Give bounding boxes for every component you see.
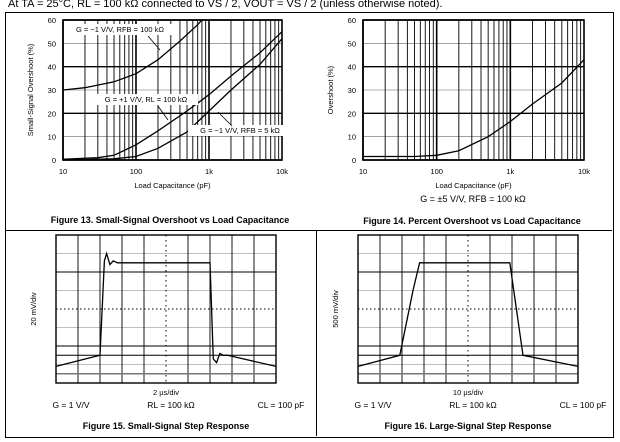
figure-15-title: Figure 15. Small-Signal Step Response — [83, 421, 250, 431]
y-tick-label: 10 — [348, 133, 356, 142]
x-tick-label: 1k — [205, 167, 213, 176]
condition-load-resistance: RL = 100 kΩ — [449, 400, 496, 410]
y-tick-label: 20 — [48, 109, 56, 118]
series-label-a: G = −1 V/V, RFB = 100 kΩ — [76, 25, 164, 34]
x-tick-label: 1k — [506, 167, 514, 176]
series-label-c: G = −1 V/V, RFB = 5 kΩ — [200, 126, 280, 135]
figure-16-title: Figure 16. Large-Signal Step Response — [384, 421, 551, 431]
series-line — [363, 59, 585, 158]
y-tick-label: 20 — [348, 109, 356, 118]
series-line — [62, 19, 203, 91]
y-tick-label: 0 — [52, 156, 56, 165]
trace-line — [55, 251, 277, 368]
y-tick-label: 0 — [352, 156, 356, 165]
condition-gain: G = 1 V/V — [52, 400, 89, 410]
figure-14-conditions: G = ±5 V/V, RFB = 100 kΩ — [420, 194, 526, 204]
figure-13-title: Figure 13. Small-Signal Overshoot vs Loa… — [51, 215, 290, 225]
condition-load-capacitance: CL = 100 pF — [258, 400, 305, 410]
chart-2 — [362, 19, 585, 161]
annotation-arrow — [217, 111, 233, 127]
chart-1 — [62, 19, 283, 161]
scope-15 — [55, 234, 277, 384]
y-tick-label: 50 — [48, 39, 56, 48]
x-tick-label: 10 — [59, 167, 67, 176]
divider-vertical — [316, 230, 317, 436]
annotation-arrow — [147, 35, 161, 51]
x-scale-label: 10 µs/div — [453, 388, 483, 397]
condition-load-capacitance: CL = 100 pF — [560, 400, 607, 410]
trace-line — [357, 262, 579, 368]
figure-frame — [5, 12, 614, 438]
condition-load-resistance: RL = 100 kΩ — [147, 400, 194, 410]
y-tick-label: 40 — [48, 63, 56, 72]
series-line — [62, 31, 283, 160]
page-header-conditions: At TA = 25°C, RL = 100 kΩ connected to V… — [8, 0, 443, 11]
label-bg — [188, 125, 292, 136]
y-tick-label: 60 — [348, 16, 356, 25]
y-tick-label: 50 — [348, 39, 356, 48]
condition-gain: G = 1 V/V — [354, 400, 391, 410]
scope-16 — [357, 234, 579, 384]
x-tick-label: 10 — [359, 167, 367, 176]
annotation-arrow — [157, 105, 169, 121]
series-label-b: G = +1 V/V, RL = 100 kΩ — [105, 95, 188, 104]
figure-14-title: Figure 14. Percent Overshoot vs Load Cap… — [363, 216, 581, 226]
y-axis-label: Small-Signal Overshoot (%) — [26, 43, 35, 136]
plot-border — [362, 19, 585, 161]
label-bg — [68, 24, 172, 35]
x-axis-label: Load Capacitance (pF) — [134, 181, 211, 190]
x-tick-label: 10k — [578, 167, 590, 176]
x-axis-label: Load Capacitance (pF) — [435, 181, 512, 190]
y-scale-label: 500 mV/div — [331, 290, 340, 328]
y-tick-label: 40 — [348, 63, 356, 72]
x-tick-label: 100 — [130, 167, 143, 176]
y-axis-label: Overshoot (%) — [326, 65, 335, 114]
scope-border — [55, 234, 277, 384]
y-tick-label: 60 — [48, 16, 56, 25]
label-bg — [94, 94, 198, 105]
x-scale-label: 2 µs/div — [153, 388, 179, 397]
scope-border — [357, 234, 579, 384]
x-tick-label: 100 — [430, 167, 443, 176]
divider-horizontal — [5, 230, 612, 231]
series-line — [62, 38, 283, 161]
y-tick-label: 30 — [348, 86, 356, 95]
y-tick-label: 30 — [48, 86, 56, 95]
x-tick-label: 10k — [276, 167, 288, 176]
y-scale-label: 20 mV/div — [29, 292, 38, 326]
y-tick-label: 10 — [48, 133, 56, 142]
